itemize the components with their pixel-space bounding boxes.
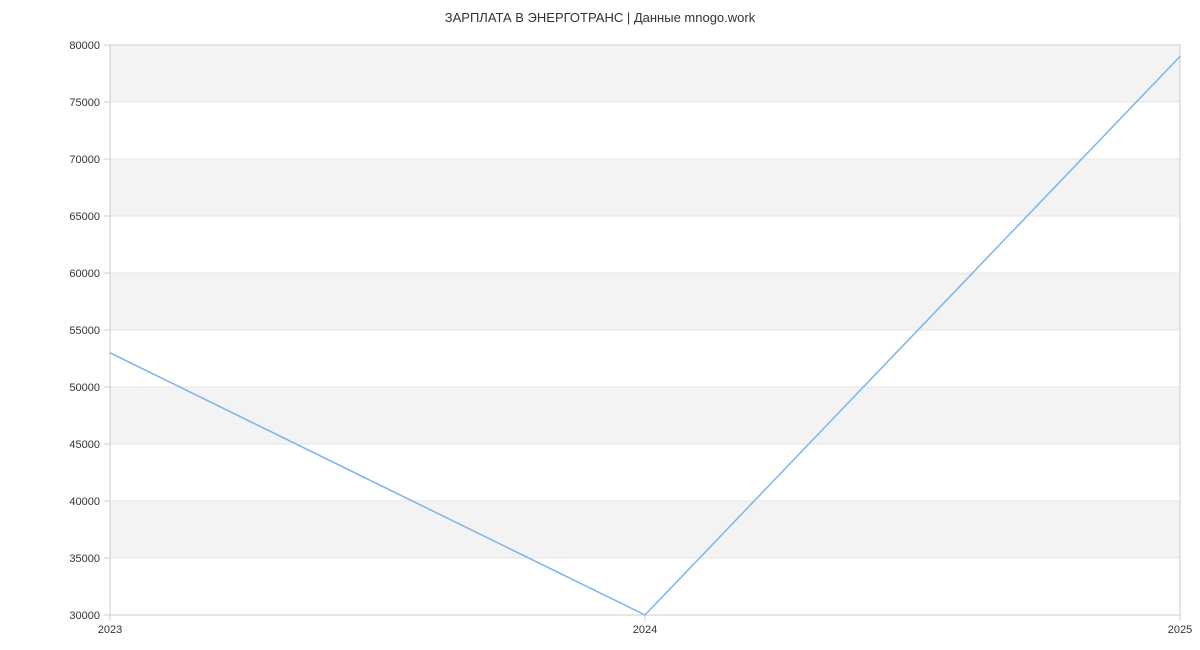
y-tick-label: 65000 [69, 211, 100, 223]
plot-band [110, 387, 1180, 444]
y-tick-label: 55000 [69, 325, 100, 337]
y-tick-label: 50000 [69, 382, 100, 394]
plot-band [110, 273, 1180, 330]
chart-title: ЗАРПЛАТА В ЭНЕРГОТРАНС | Данные mnogo.wo… [0, 10, 1200, 25]
y-tick-label: 70000 [69, 154, 100, 166]
y-tick-label: 35000 [69, 553, 100, 565]
y-tick-label: 75000 [69, 97, 100, 109]
y-tick-label: 45000 [69, 439, 100, 451]
plot-band [110, 501, 1180, 558]
y-tick-label: 80000 [69, 40, 100, 52]
plot-band [110, 159, 1180, 216]
x-tick-label: 2025 [1168, 624, 1192, 636]
y-tick-label: 60000 [69, 268, 100, 280]
x-tick-label: 2023 [98, 624, 122, 636]
y-tick-label: 40000 [69, 496, 100, 508]
salary-line-chart: ЗАРПЛАТА В ЭНЕРГОТРАНС | Данные mnogo.wo… [0, 0, 1200, 650]
x-tick-label: 2024 [633, 624, 657, 636]
y-tick-label: 30000 [69, 610, 100, 622]
chart-svg: 30000 35000 40000 45000 50000 55000 60000 65000… [0, 0, 1200, 650]
plot-band [110, 45, 1180, 102]
